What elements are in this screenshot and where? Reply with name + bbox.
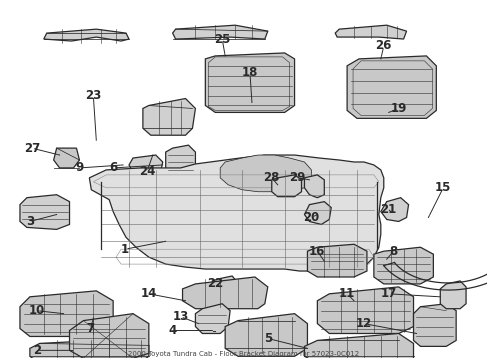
Polygon shape: [373, 247, 432, 284]
Text: 25: 25: [214, 32, 230, 46]
Text: 3: 3: [26, 215, 34, 228]
Text: 16: 16: [308, 245, 325, 258]
Polygon shape: [69, 314, 148, 358]
Polygon shape: [20, 195, 69, 229]
Text: 5: 5: [263, 332, 271, 345]
Text: 1: 1: [121, 243, 129, 256]
Polygon shape: [142, 99, 195, 135]
Polygon shape: [439, 281, 465, 309]
Polygon shape: [380, 198, 408, 221]
Text: 14: 14: [141, 287, 157, 300]
Text: 11: 11: [338, 287, 354, 300]
Polygon shape: [220, 155, 311, 192]
Polygon shape: [224, 314, 307, 356]
Polygon shape: [334, 25, 406, 39]
Polygon shape: [304, 202, 330, 224]
Polygon shape: [165, 145, 195, 180]
Text: 19: 19: [389, 102, 406, 115]
Text: 13: 13: [172, 310, 188, 323]
Polygon shape: [346, 56, 435, 118]
Text: 23: 23: [85, 89, 101, 102]
Polygon shape: [54, 148, 79, 168]
Text: 22: 22: [207, 278, 223, 291]
Polygon shape: [304, 333, 413, 360]
Text: 17: 17: [380, 287, 396, 300]
Text: 4: 4: [168, 324, 176, 337]
Text: 24: 24: [139, 165, 155, 179]
Polygon shape: [307, 244, 366, 277]
Text: 2000 Toyota Tundra Cab - Floor Bracket Diagram for 57023-0C012: 2000 Toyota Tundra Cab - Floor Bracket D…: [128, 351, 359, 357]
Polygon shape: [271, 175, 301, 197]
Text: 21: 21: [380, 203, 396, 216]
Text: 26: 26: [375, 40, 391, 53]
Text: 8: 8: [389, 245, 397, 258]
Polygon shape: [89, 155, 383, 271]
Polygon shape: [205, 53, 294, 112]
Polygon shape: [317, 287, 413, 333]
Text: 15: 15: [434, 181, 450, 194]
Polygon shape: [43, 29, 129, 41]
Polygon shape: [413, 304, 455, 346]
Polygon shape: [212, 276, 238, 299]
Text: 29: 29: [289, 171, 305, 184]
Text: 20: 20: [303, 211, 319, 224]
Text: 12: 12: [355, 317, 371, 330]
Text: 7: 7: [86, 322, 94, 335]
Polygon shape: [195, 304, 230, 333]
Polygon shape: [182, 277, 267, 309]
Text: 9: 9: [75, 161, 83, 175]
Text: 18: 18: [241, 66, 258, 79]
Text: 10: 10: [29, 304, 45, 317]
Text: 2: 2: [33, 344, 41, 357]
Polygon shape: [304, 175, 324, 198]
Polygon shape: [172, 25, 267, 39]
Polygon shape: [129, 155, 163, 172]
Text: 28: 28: [263, 171, 279, 184]
Polygon shape: [20, 291, 113, 337]
Text: 6: 6: [109, 161, 117, 175]
Polygon shape: [30, 338, 148, 360]
Text: 27: 27: [24, 141, 40, 154]
